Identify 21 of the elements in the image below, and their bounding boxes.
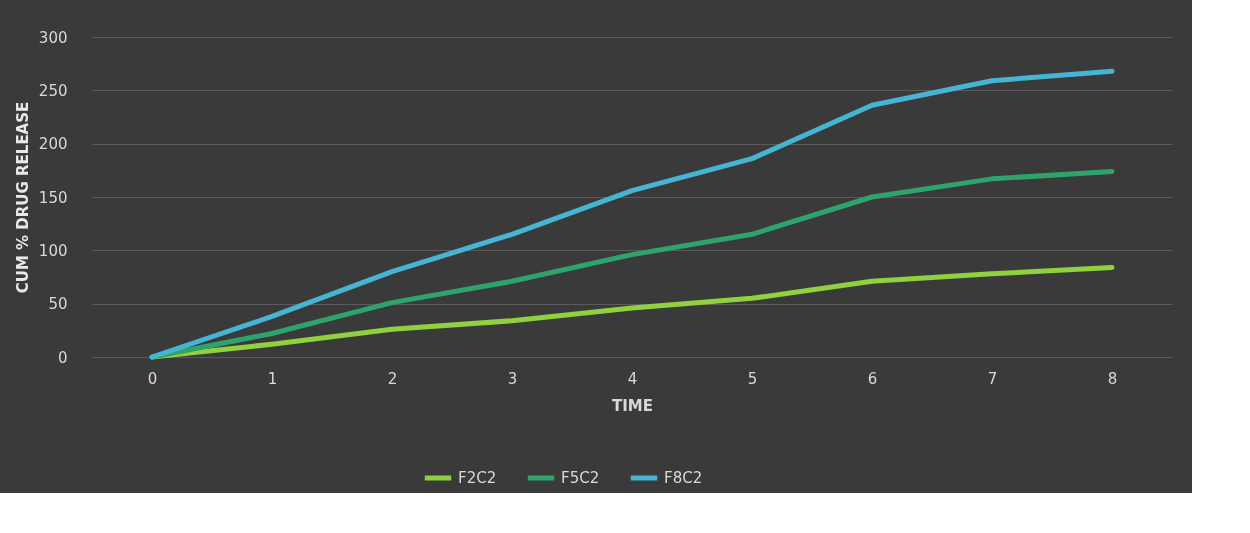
y-tick-label: 200 — [38, 135, 68, 154]
x-tick-label: 5 — [747, 369, 758, 388]
y-tick-label: 50 — [48, 295, 68, 314]
y-axis-title: CUM % DRUG RELEASE — [13, 101, 32, 294]
x-tick-label: 4 — [627, 369, 638, 388]
x-tick-label: 0 — [147, 369, 158, 388]
legend-label: F2C2 — [458, 469, 497, 487]
x-tick-label: 6 — [867, 369, 878, 388]
x-tick-label: 1 — [267, 369, 278, 388]
x-axis-title: TIME — [612, 396, 653, 415]
y-tick-label: 250 — [38, 81, 68, 100]
x-tick-label: 2 — [387, 369, 398, 388]
x-tick-label: 8 — [1107, 369, 1118, 388]
legend-label: F8C2 — [664, 469, 703, 487]
x-tick-label: 7 — [987, 369, 998, 388]
x-tick-label: 3 — [507, 369, 518, 388]
y-tick-label: 300 — [38, 28, 68, 47]
y-tick-label: 150 — [38, 188, 68, 207]
y-tick-label: 0 — [57, 348, 68, 367]
y-tick-label: 100 — [38, 241, 68, 260]
legend-label: F5C2 — [561, 469, 600, 487]
